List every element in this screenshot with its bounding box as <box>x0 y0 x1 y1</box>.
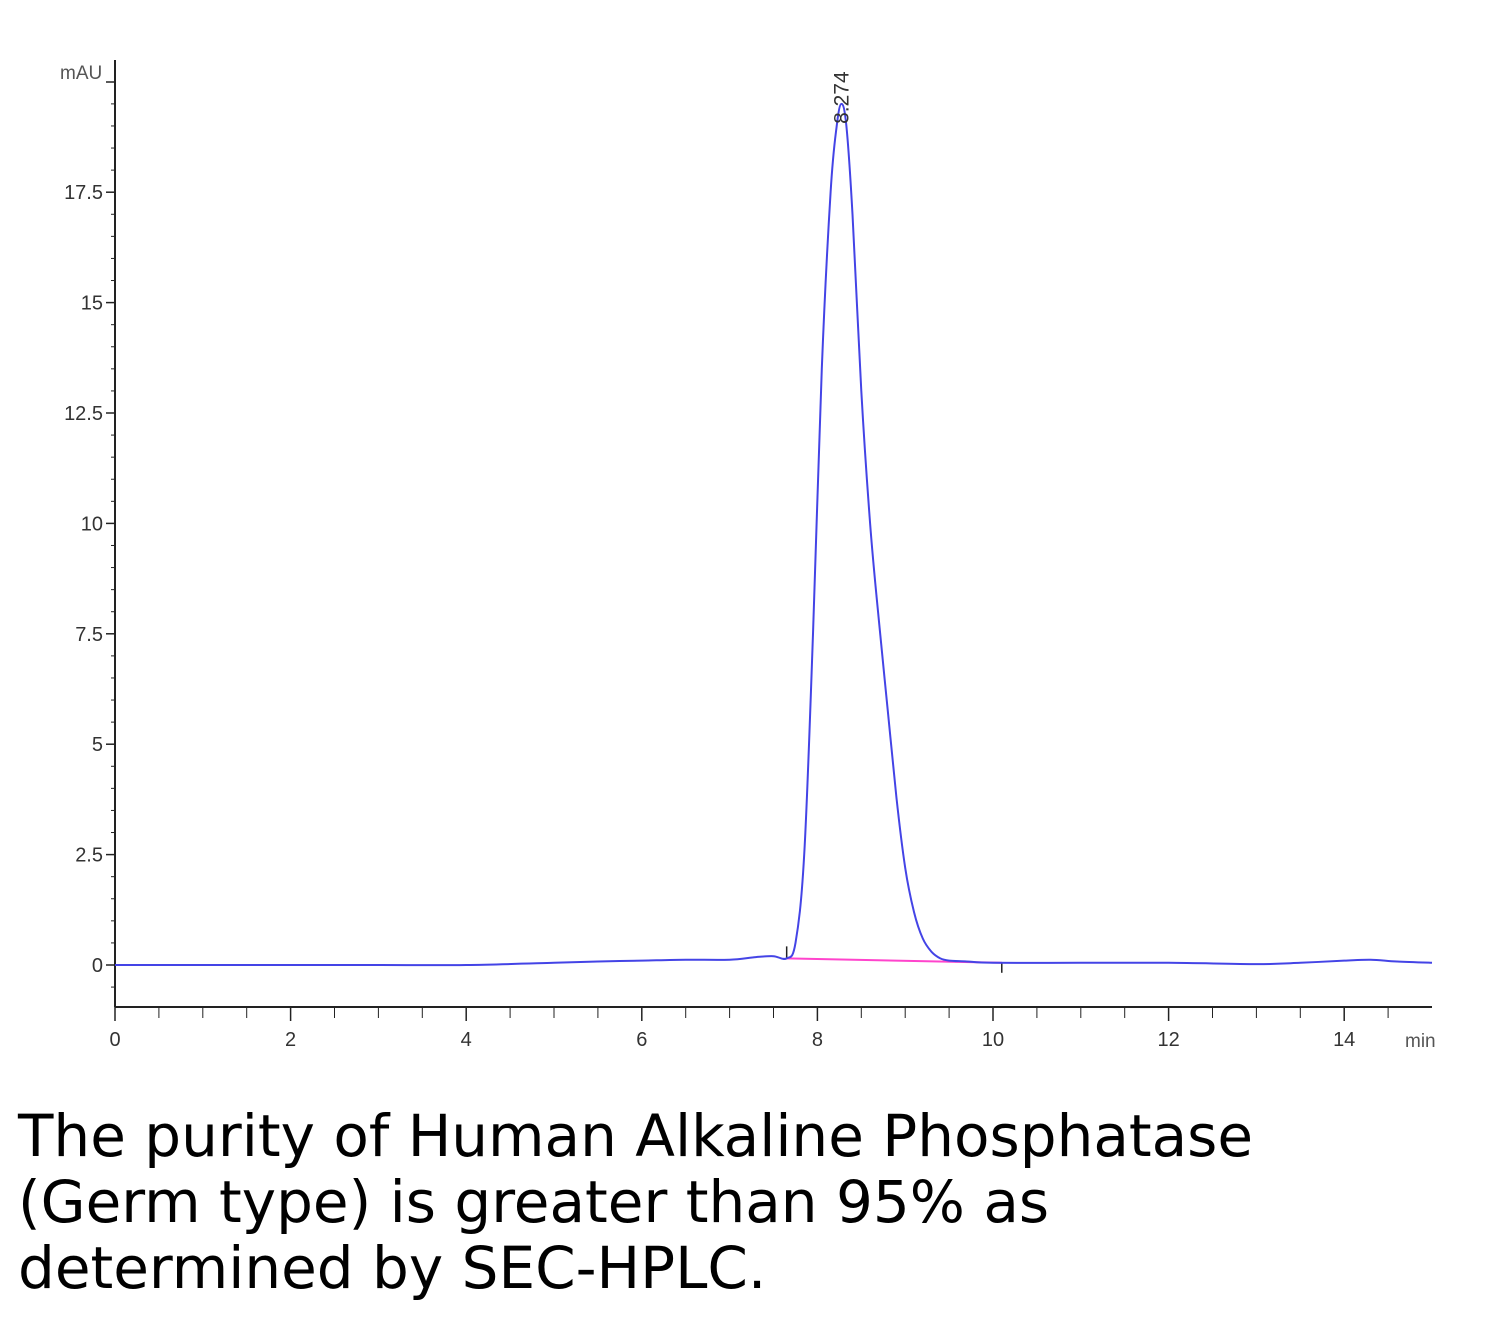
axes <box>106 60 1432 1021</box>
y-tick-label: 2.5 <box>75 845 103 867</box>
caption-line-3: determined by SEC-HPLC. <box>18 1234 767 1302</box>
x-tick-label: 0 <box>109 1029 120 1051</box>
labels-layer: mAU min 0 2.5 5 7.5 10 12.5 15 17.5 0 2 4 6 8 10 12 14 8… <box>60 63 1436 1052</box>
y-tick-label: 17.5 <box>64 182 103 204</box>
figure-caption: The purity of Human Alkaline Phosphatase… <box>18 1103 1478 1301</box>
y-tick-label: 10 <box>81 513 103 535</box>
caption-line-2: (Germ type) is greater than 95% as <box>18 1168 1050 1236</box>
chromatogram-chart: mAU min 0 2.5 5 7.5 10 12.5 15 17.5 0 2 4 6 8 10 12 14 8… <box>60 60 1436 1052</box>
y-tick-label: 0 <box>92 955 103 977</box>
x-tick-label: 14 <box>1333 1029 1355 1051</box>
y-tick-label: 5 <box>92 734 103 756</box>
x-tick-label: 6 <box>636 1029 647 1051</box>
y-tick-label: 7.5 <box>75 624 103 646</box>
x-unit-label: min <box>1405 1031 1436 1052</box>
x-tick-label: 4 <box>461 1029 472 1051</box>
x-tick-label: 8 <box>812 1029 823 1051</box>
x-tick-label: 2 <box>285 1029 296 1051</box>
caption-line-1: The purity of Human Alkaline Phosphatase <box>18 1102 1254 1170</box>
series-layer <box>115 102 1433 967</box>
y-tick-label: 15 <box>81 293 103 315</box>
y-unit-label: mAU <box>60 63 102 84</box>
peak-retention-label: 8.274 <box>830 71 853 124</box>
chromatogram-trace <box>115 102 1433 967</box>
integration-baseline <box>785 946 1003 973</box>
y-tick-label: 12.5 <box>64 403 103 425</box>
x-tick-label: 12 <box>1157 1029 1179 1051</box>
x-tick-label: 10 <box>982 1029 1004 1051</box>
